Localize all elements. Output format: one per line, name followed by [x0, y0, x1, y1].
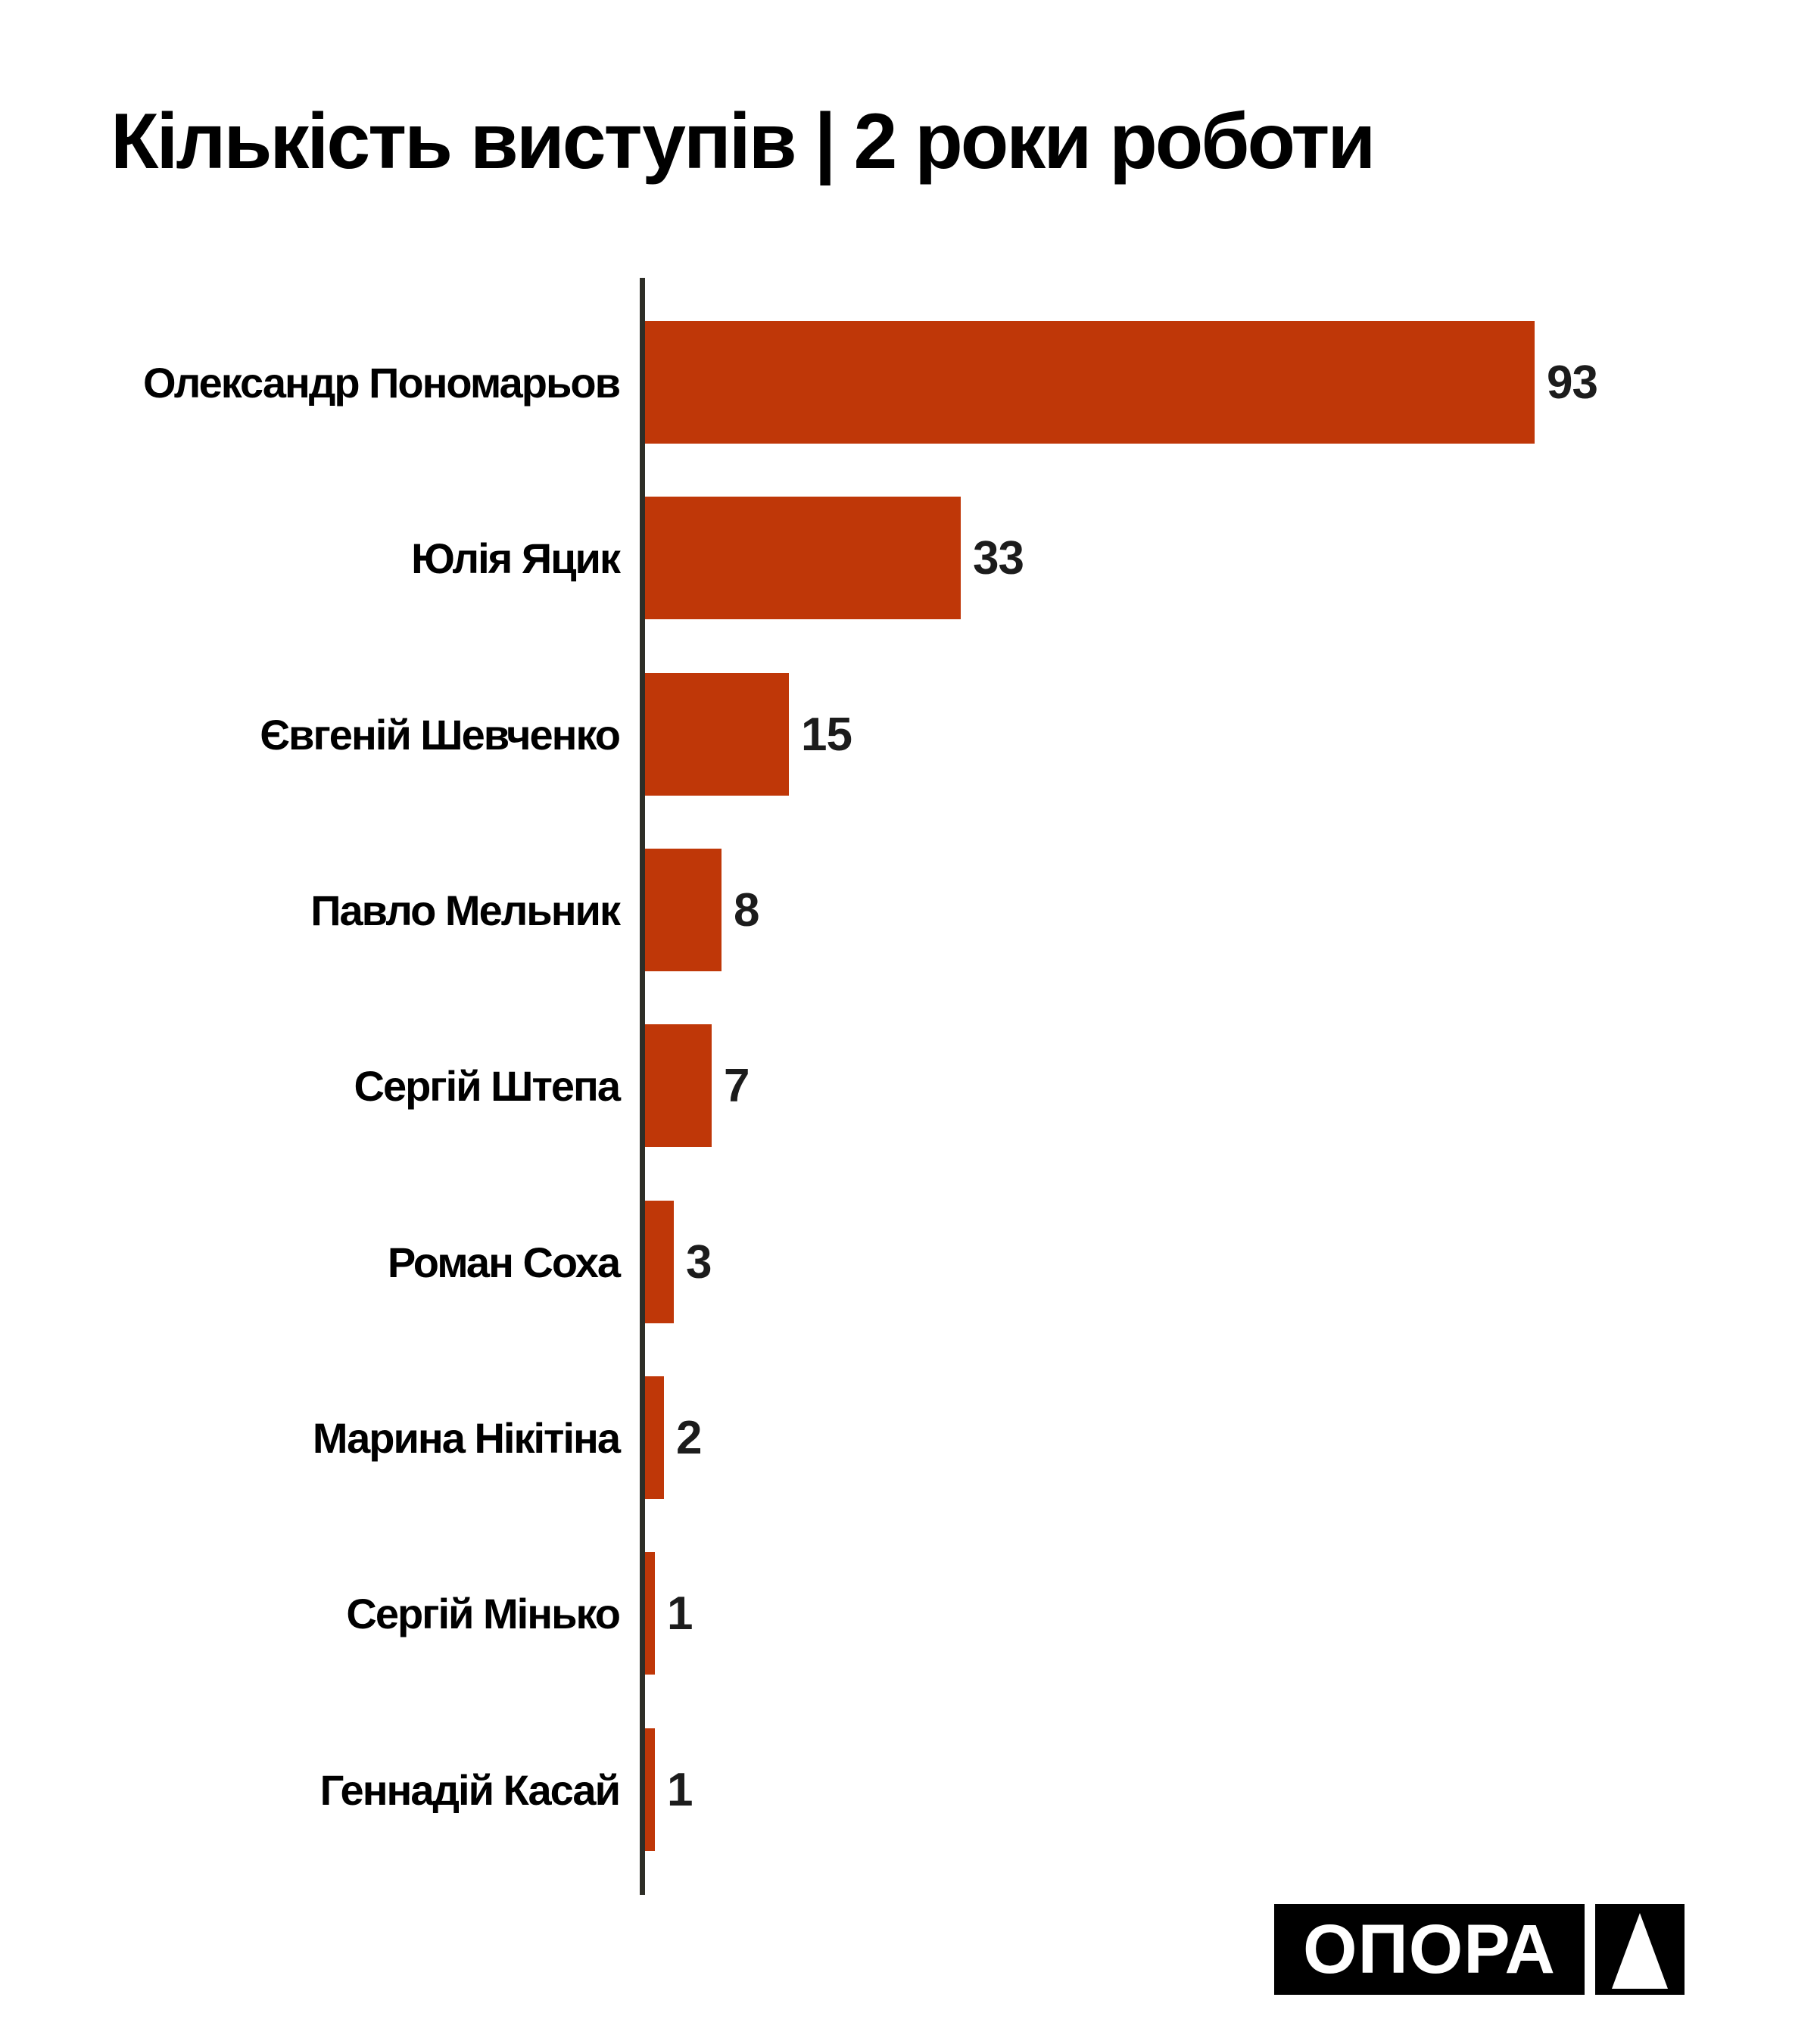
- triangle-up-icon: [1612, 1913, 1668, 1989]
- bar-label: Павло Мельник: [310, 886, 621, 934]
- logo-icon-box: [1595, 1904, 1685, 1995]
- chart-title: Кількість виступів | 2 роки роботи: [111, 98, 1376, 185]
- bar-value-label: 93: [1547, 356, 1598, 409]
- bar-label: Сергій Штепа: [354, 1061, 621, 1110]
- bar: [645, 321, 1535, 444]
- bar: [645, 497, 961, 619]
- bar-label: Олександр Пономарьов: [142, 358, 621, 407]
- bar: [645, 1376, 664, 1499]
- bar: [645, 1728, 655, 1851]
- bar-value-label: 2: [676, 1411, 702, 1464]
- bar-value-label: 15: [801, 708, 852, 761]
- bar: [645, 849, 722, 971]
- bar-label: Євгеній Шевченко: [260, 710, 621, 759]
- bar-label: Юлія Яцик: [411, 534, 621, 582]
- bar: [645, 673, 789, 796]
- bar-label: Геннадій Касай: [319, 1765, 621, 1814]
- bar-value-label: 8: [734, 883, 759, 936]
- bar-label: Марина Нікітіна: [312, 1413, 621, 1462]
- bar: [645, 1201, 674, 1323]
- bar-label: Сергій Мінько: [346, 1589, 621, 1637]
- bar-label: Роман Соха: [387, 1238, 621, 1286]
- bar: [645, 1552, 655, 1675]
- bar-value-label: 1: [667, 1763, 693, 1816]
- bar: [645, 1024, 712, 1147]
- bar-value-label: 33: [973, 531, 1024, 584]
- bar-value-label: 3: [686, 1235, 712, 1288]
- logo-wordmark: ОПОРА: [1274, 1904, 1585, 1995]
- logo-text: ОПОРА: [1303, 1910, 1556, 1988]
- y-axis-line: [640, 278, 645, 1895]
- bar-value-label: 7: [724, 1059, 750, 1112]
- bar-value-label: 1: [667, 1587, 693, 1640]
- opora-logo: ОПОРА: [1274, 1904, 1685, 1995]
